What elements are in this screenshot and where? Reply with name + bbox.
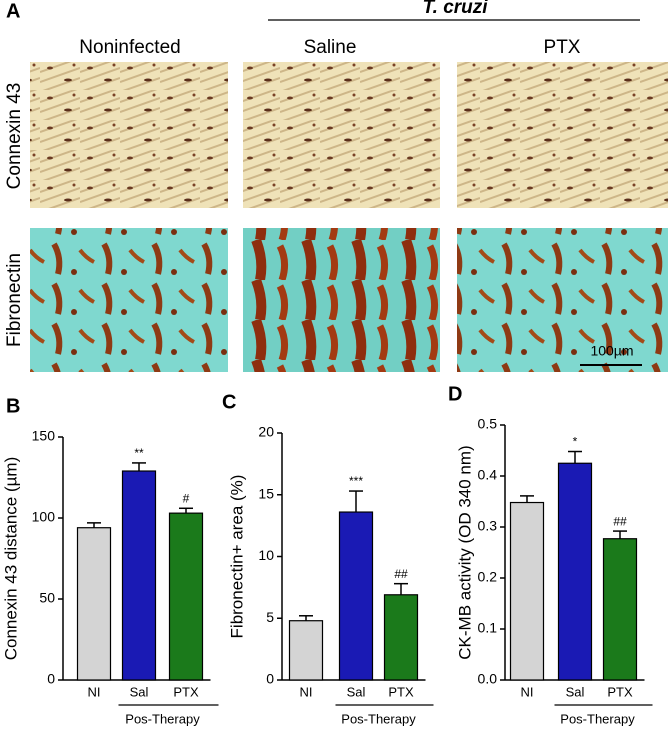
y-tick-label: 100 (32, 509, 56, 525)
column-title: Noninfected (79, 37, 180, 58)
scale-bar-label: 100µm (590, 343, 633, 359)
significance-label: *** (349, 474, 363, 488)
y-tick-label: 15 (258, 485, 274, 501)
bar (383, 594, 419, 681)
bar (168, 512, 204, 681)
panel-label: C (222, 391, 236, 413)
micrograph (30, 62, 228, 208)
row-title: Connexin 43 (4, 83, 25, 190)
bar (338, 511, 374, 681)
x-tick-label: Sal (347, 684, 366, 699)
group-label: Pos-Therapy (341, 711, 416, 726)
group-label: Pos-Therapy (560, 711, 635, 726)
significance-label: ## (394, 567, 408, 581)
bar (121, 470, 157, 681)
x-tick-label: NI (521, 684, 534, 699)
x-tick-label: NI (88, 684, 101, 699)
y-tick-label: 50 (39, 590, 55, 606)
y-axis-label: CK-MB activity (OD 340 nm) (455, 445, 474, 659)
y-axis-label: Fibronectin+ area (%) (227, 475, 246, 639)
y-tick-label: 0.5 (478, 416, 498, 432)
bar (76, 527, 112, 681)
y-tick-label: 5 (266, 609, 274, 625)
y-axis-label: Connexin 43 distance (µm) (1, 457, 20, 661)
y-tick-label: 0.0 (478, 671, 498, 687)
bar (288, 620, 324, 681)
group-title: T. cruzi (422, 0, 488, 18)
micrograph (457, 62, 668, 208)
micrograph (30, 228, 228, 372)
x-tick-label: Sal (130, 684, 149, 699)
bar (509, 501, 545, 681)
y-tick-label: 0.1 (478, 620, 498, 636)
micrograph (457, 228, 668, 372)
bar (602, 538, 638, 681)
group-label: Pos-Therapy (125, 711, 200, 726)
significance-label: * (573, 435, 578, 449)
column-title: PTX (544, 37, 581, 58)
y-tick-label: 0.4 (478, 467, 498, 483)
micrograph (243, 228, 440, 372)
y-tick-label: 150 (32, 428, 56, 444)
x-tick-label: Sal (566, 684, 585, 699)
panel-label: B (6, 395, 20, 417)
y-tick-label: 0.2 (478, 569, 498, 585)
x-tick-label: PTX (607, 684, 633, 699)
x-tick-label: PTX (388, 684, 414, 699)
y-tick-label: 0.3 (478, 518, 498, 534)
y-tick-label: 0 (47, 671, 55, 687)
panel-label: A (6, 0, 20, 22)
row-title: Fibronectin (4, 253, 25, 347)
y-tick-label: 20 (258, 424, 274, 440)
significance-label: ** (134, 446, 144, 460)
y-tick-label: 10 (258, 547, 274, 563)
significance-label: ## (613, 514, 627, 528)
x-tick-label: PTX (173, 684, 199, 699)
y-tick-label: 0 (266, 671, 274, 687)
x-tick-label: NI (300, 684, 313, 699)
column-title: Saline (304, 37, 357, 58)
micrograph (243, 62, 440, 208)
significance-label: # (183, 491, 190, 505)
panel-label: D (448, 383, 462, 405)
bar (557, 462, 593, 681)
